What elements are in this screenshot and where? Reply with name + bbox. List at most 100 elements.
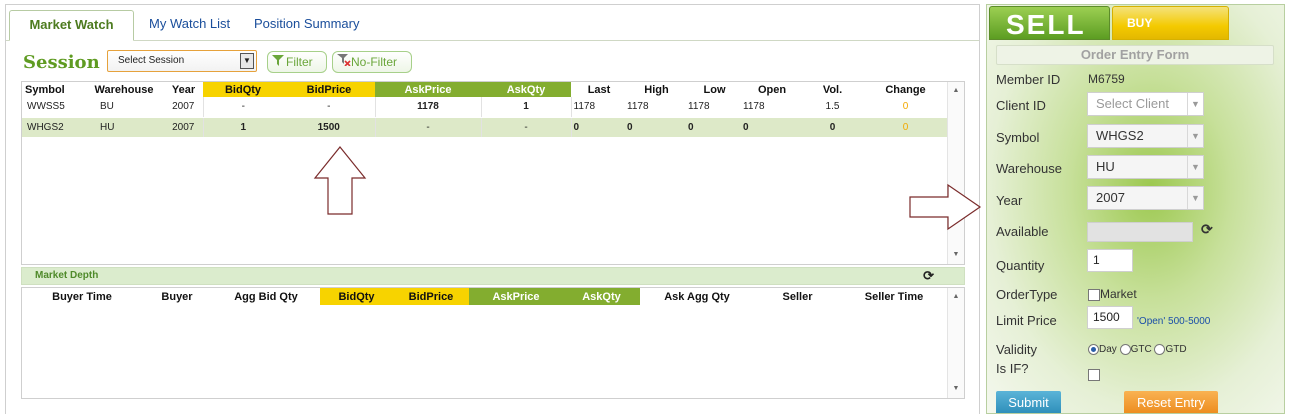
depth-col-askqty[interactable]: AskQty bbox=[563, 288, 640, 305]
cell-askqty: - bbox=[480, 117, 571, 138]
cell-low: 1178 bbox=[686, 97, 743, 118]
cell-change: 0 bbox=[864, 97, 947, 118]
depth-col-bidprice[interactable]: BidPrice bbox=[393, 288, 469, 305]
cell-last: 1178 bbox=[570, 97, 627, 118]
is-if-checkbox[interactable] bbox=[1088, 369, 1100, 381]
cell-last: 0 bbox=[570, 117, 627, 138]
scroll-up-icon[interactable]: ▲ bbox=[952, 87, 960, 94]
col-header-high[interactable]: High bbox=[644, 83, 669, 96]
depth-col-seller[interactable]: Seller bbox=[782, 290, 813, 303]
depth-col-agg-bid-qty[interactable]: Agg Bid Qty bbox=[234, 290, 298, 303]
order-form-title: Order Entry Form bbox=[996, 45, 1274, 65]
col-header-bidprice[interactable]: BidPrice bbox=[283, 82, 375, 97]
chevron-down-icon[interactable]: ▼ bbox=[240, 53, 254, 69]
client-id-label: Client ID bbox=[996, 98, 1046, 113]
market-checkbox[interactable] bbox=[1088, 288, 1100, 301]
col-header-open[interactable]: Open bbox=[757, 83, 787, 96]
market-depth-table: Buyer Time Buyer Agg Bid Qty BidQty BidP… bbox=[21, 287, 965, 399]
depth-col-buyer[interactable]: Buyer bbox=[161, 290, 193, 303]
sell-tab[interactable]: SELL bbox=[989, 6, 1110, 40]
cell-warehouse: BU bbox=[84, 97, 164, 118]
warehouse-label: Warehouse bbox=[996, 161, 1062, 176]
symbol-select[interactable]: WHGS2 ▼ bbox=[1087, 124, 1204, 148]
submit-button[interactable]: Submit bbox=[996, 391, 1061, 413]
chevron-down-icon[interactable]: ▼ bbox=[1187, 93, 1203, 115]
refresh-icon[interactable]: ⟳ bbox=[923, 268, 934, 283]
cell-symbol: WWSS5 bbox=[22, 97, 84, 118]
cell-askprice: 1178 bbox=[374, 97, 481, 118]
col-header-symbol[interactable]: Symbol bbox=[25, 83, 65, 96]
col-header-year[interactable]: Year bbox=[171, 83, 196, 96]
col-header-warehouse[interactable]: Warehouse bbox=[94, 83, 154, 96]
year-select[interactable]: 2007 ▼ bbox=[1087, 186, 1204, 210]
depth-col-ask-agg-qty[interactable]: Ask Agg Qty bbox=[664, 290, 730, 303]
member-id-label: Member ID bbox=[996, 72, 1061, 87]
session-select[interactable]: Select Session ▼ bbox=[107, 50, 257, 72]
depth-col-seller-time[interactable]: Seller Time bbox=[864, 290, 924, 303]
sell-tab-label: SELL bbox=[1006, 9, 1086, 40]
cell-bidprice: 1500 bbox=[283, 117, 375, 138]
validity-gtc-radio[interactable] bbox=[1119, 344, 1131, 355]
tab-my-watch-list[interactable]: My Watch List bbox=[149, 16, 231, 31]
refresh-icon[interactable]: ⟳ bbox=[1201, 221, 1213, 237]
session-select-value: Select Session bbox=[118, 55, 185, 66]
client-id-placeholder: Select Client bbox=[1096, 96, 1169, 111]
validity-gtd-label: GTD bbox=[1165, 344, 1187, 356]
warehouse-select[interactable]: HU ▼ bbox=[1087, 155, 1204, 179]
market-watch-panel: Market Watch My Watch List Position Summ… bbox=[5, 4, 980, 414]
cell-symbol: WHGS2 bbox=[22, 117, 84, 138]
cell-year: 2007 bbox=[164, 117, 203, 138]
scroll-down-icon[interactable]: ▼ bbox=[952, 385, 960, 392]
reset-entry-button[interactable]: Reset Entry bbox=[1124, 391, 1218, 413]
filter-button[interactable]: Filter bbox=[267, 51, 327, 73]
chevron-down-icon[interactable]: ▼ bbox=[1187, 125, 1203, 147]
cell-vol: 1.5 bbox=[801, 97, 864, 118]
market-watch-table: Symbol Warehouse Year BidQty BidPrice As… bbox=[21, 81, 965, 265]
tab-bar: Market Watch My Watch List Position Summ… bbox=[6, 5, 979, 41]
depth-col-bidqty[interactable]: BidQty bbox=[320, 288, 393, 305]
no-filter-button-label: No-Filter bbox=[351, 55, 398, 69]
table-row[interactable]: WHGS2 HU 2007 1 1500 - - 0 0 0 0 0 0 bbox=[22, 117, 947, 138]
col-header-low[interactable]: Low bbox=[703, 83, 726, 96]
symbol-label: Symbol bbox=[996, 130, 1040, 145]
depth-col-askprice[interactable]: AskPrice bbox=[469, 288, 563, 305]
watch-scrollbar[interactable]: ▲ ▼ bbox=[947, 82, 964, 264]
col-header-bidqty[interactable]: BidQty bbox=[203, 82, 283, 97]
scroll-down-icon[interactable]: ▼ bbox=[952, 251, 960, 258]
available-field bbox=[1087, 222, 1193, 242]
scroll-up-icon[interactable]: ▲ bbox=[952, 293, 960, 300]
depth-scrollbar[interactable]: ▲ ▼ bbox=[947, 288, 964, 398]
limit-price-field[interactable]: 1500 bbox=[1087, 306, 1133, 329]
client-id-select[interactable]: Select Client ▼ bbox=[1087, 92, 1204, 116]
market-depth-bar: Market Depth ⟳ bbox=[21, 267, 965, 285]
chevron-down-icon[interactable]: ▼ bbox=[1187, 187, 1203, 209]
right-arrow-annotation-icon bbox=[909, 183, 982, 231]
validity-day-radio[interactable] bbox=[1088, 344, 1099, 355]
cell-open: 1178 bbox=[743, 97, 801, 118]
col-header-vol[interactable]: Vol. bbox=[822, 83, 843, 96]
table-row[interactable]: WWSS5 BU 2007 - - 1178 1 1178 1178 1178 … bbox=[22, 97, 947, 118]
cell-high: 1178 bbox=[627, 97, 686, 118]
market-checkbox-group: Market bbox=[1088, 287, 1137, 301]
buy-tab-label: BUY bbox=[1127, 16, 1153, 30]
col-header-askqty[interactable]: AskQty bbox=[481, 82, 571, 97]
year-value: 2007 bbox=[1096, 190, 1125, 205]
buy-tab[interactable]: BUY bbox=[1112, 6, 1229, 40]
session-label: Session bbox=[23, 52, 100, 73]
col-header-askprice[interactable]: AskPrice bbox=[375, 82, 481, 97]
col-header-last[interactable]: Last bbox=[587, 83, 611, 96]
quantity-field[interactable]: 1 bbox=[1087, 249, 1133, 272]
col-header-change[interactable]: Change bbox=[885, 83, 926, 96]
cell-askprice: - bbox=[374, 117, 481, 138]
tab-market-watch[interactable]: Market Watch bbox=[9, 10, 134, 41]
depth-col-buyer-time[interactable]: Buyer Time bbox=[52, 290, 112, 303]
depth-header-row: Buyer Time Buyer Agg Bid Qty BidQty BidP… bbox=[22, 288, 947, 305]
chevron-down-icon[interactable]: ▼ bbox=[1187, 156, 1203, 178]
cell-bidqty: 1 bbox=[202, 117, 283, 138]
quantity-label: Quantity bbox=[996, 258, 1045, 273]
validity-gtd-radio[interactable] bbox=[1154, 344, 1166, 355]
clear-filter-icon bbox=[337, 53, 351, 73]
no-filter-button[interactable]: No-Filter bbox=[332, 51, 412, 73]
tab-position-summary[interactable]: Position Summary bbox=[254, 16, 360, 31]
